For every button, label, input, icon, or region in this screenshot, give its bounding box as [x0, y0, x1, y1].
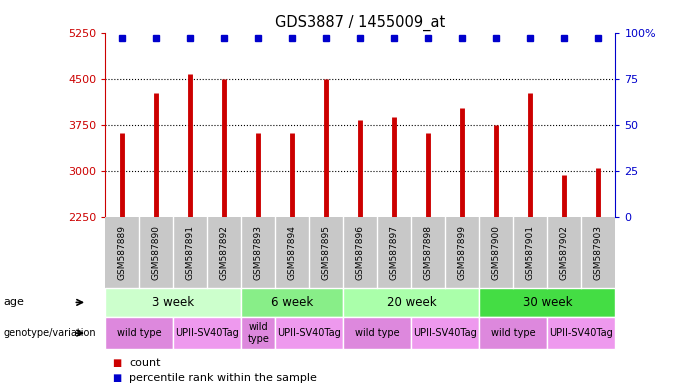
Title: GDS3887 / 1455009_at: GDS3887 / 1455009_at: [275, 15, 445, 31]
Text: wild type: wild type: [117, 328, 162, 338]
Text: 20 week: 20 week: [387, 296, 436, 309]
Text: GSM587889: GSM587889: [118, 225, 127, 280]
Text: percentile rank within the sample: percentile rank within the sample: [129, 373, 317, 383]
Text: GSM587900: GSM587900: [492, 225, 501, 280]
Text: wild type: wild type: [491, 328, 536, 338]
Text: GSM587899: GSM587899: [458, 225, 467, 280]
Text: GSM587893: GSM587893: [254, 225, 263, 280]
Text: UPII-SV40Tag: UPII-SV40Tag: [277, 328, 341, 338]
Text: GSM587898: GSM587898: [424, 225, 433, 280]
Text: GSM587897: GSM587897: [390, 225, 399, 280]
Text: GSM587902: GSM587902: [560, 225, 569, 280]
Text: GSM587894: GSM587894: [288, 225, 297, 280]
Text: wild type: wild type: [355, 328, 400, 338]
Text: 6 week: 6 week: [271, 296, 313, 309]
Text: GSM587896: GSM587896: [356, 225, 365, 280]
Text: UPII-SV40Tag: UPII-SV40Tag: [413, 328, 477, 338]
Text: genotype/variation: genotype/variation: [3, 328, 96, 338]
Text: 3 week: 3 week: [152, 296, 194, 309]
Text: age: age: [3, 297, 24, 308]
Text: count: count: [129, 358, 160, 368]
Text: 30 week: 30 week: [523, 296, 572, 309]
Text: ■: ■: [112, 373, 122, 383]
Text: GSM587891: GSM587891: [186, 225, 195, 280]
Text: GSM587901: GSM587901: [526, 225, 535, 280]
Text: GSM587895: GSM587895: [322, 225, 331, 280]
Text: ■: ■: [112, 358, 122, 368]
Text: UPII-SV40Tag: UPII-SV40Tag: [175, 328, 239, 338]
Text: UPII-SV40Tag: UPII-SV40Tag: [549, 328, 613, 338]
Text: wild
type: wild type: [248, 322, 269, 344]
Text: GSM587890: GSM587890: [152, 225, 161, 280]
Text: GSM587903: GSM587903: [594, 225, 603, 280]
Text: GSM587892: GSM587892: [220, 225, 229, 280]
